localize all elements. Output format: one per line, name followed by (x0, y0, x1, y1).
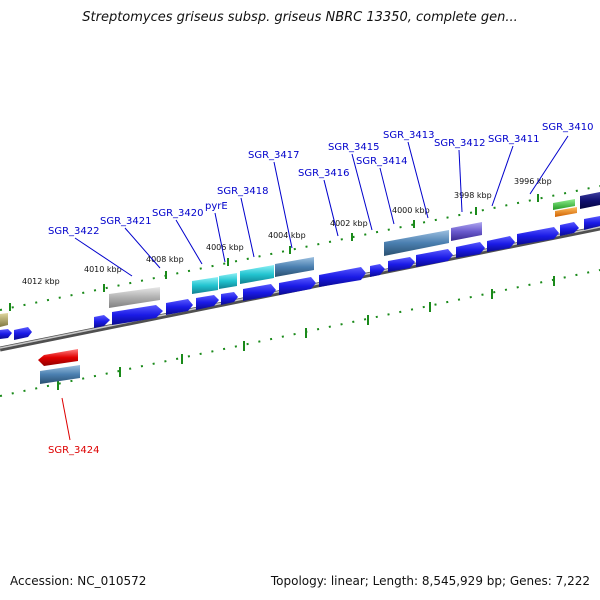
gene-feature[interactable] (487, 236, 515, 252)
gene-label[interactable]: SGR_3422 (48, 226, 100, 237)
tick-label: 4000 kbp (392, 206, 430, 215)
topology-text: Topology: linear; Length: 8,545,929 bp; … (270, 574, 590, 588)
gene-feature[interactable] (40, 365, 80, 384)
gene-feature[interactable] (0, 313, 8, 327)
gene-label[interactable]: SGR_3412 (434, 138, 486, 149)
gene-label[interactable]: SGR_3417 (248, 150, 300, 161)
gene-label[interactable]: SGR_3418 (217, 186, 269, 197)
gene-feature[interactable] (279, 277, 316, 295)
tick-label: 4010 kbp (84, 265, 122, 274)
gene-feature[interactable] (196, 295, 219, 310)
gene-label[interactable]: SGR_3414 (356, 156, 408, 167)
gene-feature[interactable] (112, 305, 163, 325)
gene-feature[interactable] (166, 299, 193, 315)
reverse-genes-lane (38, 349, 80, 384)
tick-labels: 4012 kbp 4010 kbp 4008 kbp 4006 kbp 4004… (22, 177, 552, 286)
gene-label[interactable]: SGR_3416 (298, 168, 350, 179)
gene-feature[interactable] (275, 257, 314, 277)
gene-feature[interactable] (38, 349, 78, 366)
feature-upper-lane (0, 192, 600, 327)
tick-label: 4006 kbp (206, 243, 244, 252)
gene-feature[interactable] (370, 264, 385, 277)
gene-feature[interactable] (560, 222, 579, 236)
accession-text: Accession: NC_010572 (10, 574, 147, 588)
gene-feature[interactable] (243, 284, 276, 301)
gene-feature[interactable] (384, 230, 449, 256)
gene-feature[interactable] (240, 265, 274, 284)
gene-feature[interactable] (319, 267, 366, 287)
gene-feature[interactable] (94, 315, 110, 328)
gene-feature[interactable] (221, 292, 238, 305)
gene-label[interactable]: pyrE (205, 201, 228, 212)
gene-feature[interactable] (416, 249, 453, 267)
gene-label[interactable]: SGR_3424 (48, 445, 100, 456)
gene-feature[interactable] (14, 327, 32, 340)
tick-label: 3996 kbp (514, 177, 552, 186)
major-ticks-top (9, 194, 539, 311)
gene-label[interactable]: SGR_3421 (100, 216, 152, 227)
tick-label: 3998 kbp (454, 191, 492, 200)
tick-label: 4012 kbp (22, 277, 60, 286)
gene-feature[interactable] (192, 277, 218, 294)
gene-label[interactable]: SGR_3411 (488, 134, 540, 145)
map-title: Streptomyces griseus subsp. griseus NBRC… (82, 10, 518, 25)
gene-label[interactable]: SGR_3420 (152, 208, 204, 219)
gene-feature[interactable] (456, 242, 485, 258)
tick-label: 4002 kbp (330, 219, 368, 228)
gene-label[interactable]: SGR_3415 (328, 142, 380, 153)
gene-label[interactable]: SGR_3413 (383, 130, 435, 141)
major-ticks-bottom (57, 276, 555, 390)
gene-label[interactable]: SGR_3410 (542, 122, 594, 133)
gene-feature[interactable] (109, 287, 160, 308)
gene-feature[interactable] (451, 222, 482, 241)
gene-feature[interactable] (580, 192, 600, 209)
forward-genes-lane (0, 216, 600, 340)
gene-feature[interactable] (388, 257, 415, 272)
label-connectors (61, 135, 569, 441)
gene-feature[interactable] (0, 329, 12, 339)
gene-feature[interactable] (555, 207, 577, 217)
gene-feature[interactable] (219, 273, 237, 289)
gene-labels: SGR_3422 SGR_3421 SGR_3420 pyrE SGR_3418… (48, 122, 594, 456)
gene-feature[interactable] (584, 216, 600, 230)
gene-feature[interactable] (553, 199, 575, 210)
gene-feature[interactable] (517, 227, 559, 245)
tick-label: 4008 kbp (146, 255, 184, 264)
tick-label: 4004 kbp (268, 231, 306, 240)
